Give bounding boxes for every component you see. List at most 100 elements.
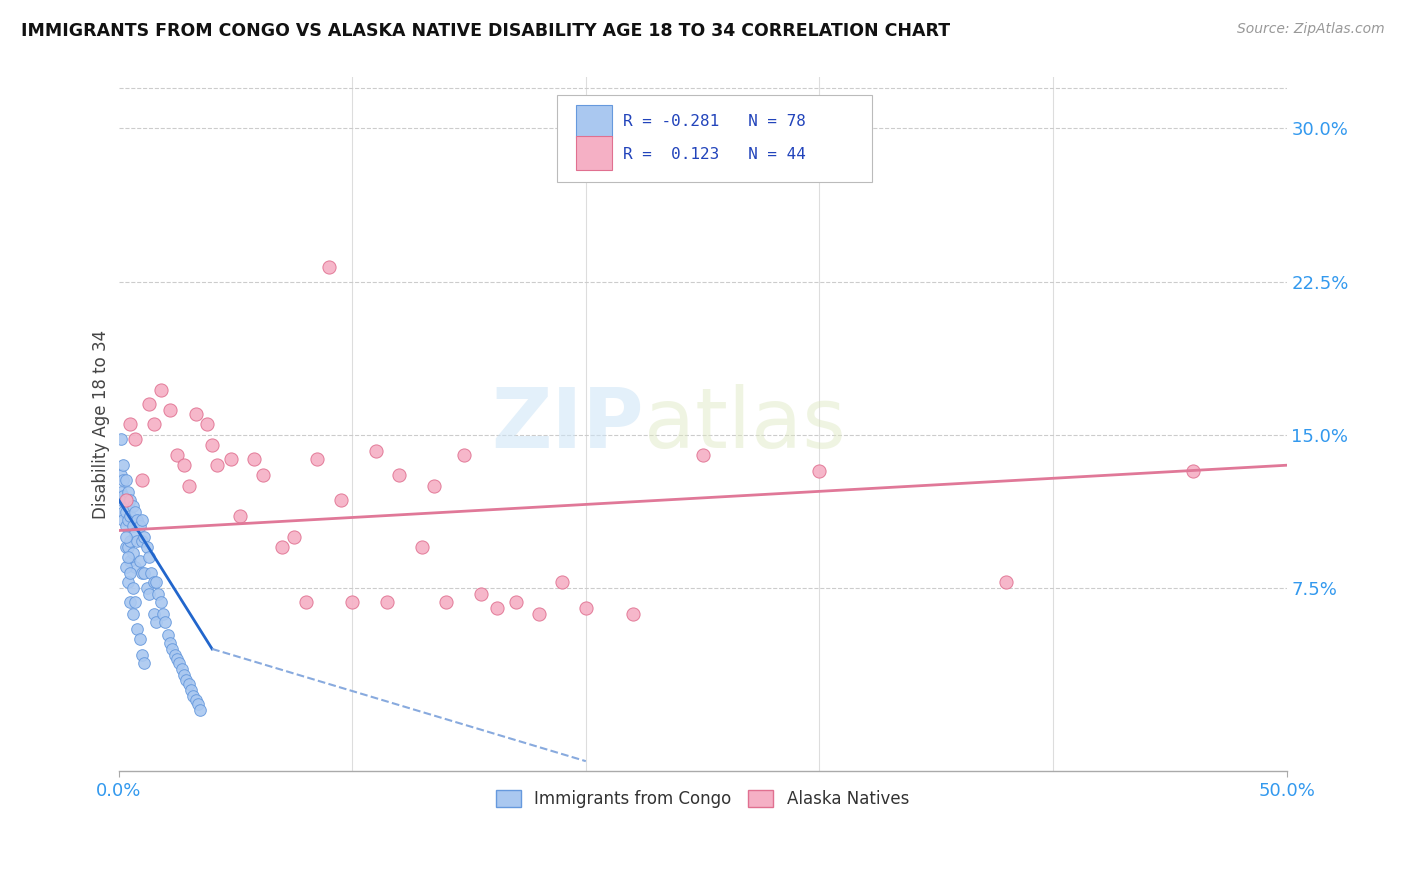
Point bbox=[219, 452, 242, 467]
Point bbox=[120, 554, 142, 568]
Y-axis label: Disability Age 18 to 34: Disability Age 18 to 34 bbox=[93, 330, 110, 519]
Point bbox=[124, 525, 146, 540]
Point bbox=[170, 662, 193, 676]
FancyBboxPatch shape bbox=[557, 95, 872, 182]
Point bbox=[155, 615, 177, 630]
Text: atlas: atlas bbox=[644, 384, 846, 465]
Text: R =  0.123   N = 44: R = 0.123 N = 44 bbox=[623, 147, 806, 162]
Point bbox=[505, 595, 527, 609]
Point bbox=[128, 632, 150, 646]
Point bbox=[162, 641, 184, 656]
Point bbox=[117, 484, 139, 499]
Point bbox=[453, 448, 475, 462]
Point bbox=[184, 693, 207, 707]
Point bbox=[145, 574, 167, 589]
Point bbox=[142, 607, 165, 622]
Point bbox=[114, 492, 136, 507]
Point bbox=[434, 595, 457, 609]
Point bbox=[486, 601, 509, 615]
Point bbox=[187, 697, 209, 711]
Point bbox=[470, 587, 492, 601]
Point bbox=[229, 509, 252, 524]
Point bbox=[110, 432, 132, 446]
Point bbox=[114, 473, 136, 487]
Point bbox=[121, 499, 143, 513]
Point bbox=[197, 417, 219, 432]
Point bbox=[329, 492, 352, 507]
Point bbox=[173, 458, 195, 473]
Point bbox=[527, 607, 550, 622]
Point bbox=[201, 438, 224, 452]
Point bbox=[127, 533, 149, 548]
Point bbox=[110, 468, 132, 483]
Point bbox=[110, 484, 132, 499]
Point bbox=[112, 489, 135, 503]
Point bbox=[135, 540, 157, 554]
Point bbox=[121, 519, 143, 533]
Point bbox=[176, 673, 198, 687]
Point bbox=[110, 492, 132, 507]
Point bbox=[131, 566, 153, 581]
Point bbox=[117, 499, 139, 513]
Point bbox=[423, 478, 446, 492]
Point bbox=[808, 464, 831, 478]
Point bbox=[307, 452, 329, 467]
Point bbox=[152, 607, 174, 622]
Point bbox=[375, 595, 398, 609]
Point bbox=[120, 533, 142, 548]
Point bbox=[134, 657, 156, 671]
Point bbox=[114, 560, 136, 574]
Legend: Immigrants from Congo, Alaska Natives: Immigrants from Congo, Alaska Natives bbox=[489, 783, 915, 815]
Point bbox=[128, 519, 150, 533]
Point bbox=[117, 550, 139, 565]
Text: IMMIGRANTS FROM CONGO VS ALASKA NATIVE DISABILITY AGE 18 TO 34 CORRELATION CHART: IMMIGRANTS FROM CONGO VS ALASKA NATIVE D… bbox=[21, 22, 950, 40]
Point bbox=[184, 407, 207, 421]
Bar bbox=[576, 104, 612, 137]
Point bbox=[145, 615, 167, 630]
Point bbox=[127, 622, 149, 636]
Point bbox=[411, 540, 433, 554]
Point bbox=[124, 560, 146, 574]
Point bbox=[995, 574, 1018, 589]
Point bbox=[121, 581, 143, 595]
Point bbox=[138, 587, 160, 601]
Point bbox=[117, 540, 139, 554]
Point bbox=[120, 566, 142, 581]
Point bbox=[190, 703, 212, 717]
Point bbox=[575, 601, 598, 615]
Point bbox=[148, 587, 170, 601]
Point bbox=[128, 554, 150, 568]
Point bbox=[166, 652, 188, 666]
Point bbox=[177, 478, 200, 492]
Point bbox=[159, 403, 181, 417]
Point bbox=[120, 509, 142, 524]
Bar bbox=[576, 136, 612, 169]
Point bbox=[621, 607, 644, 622]
Point bbox=[117, 513, 139, 527]
Point bbox=[120, 417, 142, 432]
Text: Source: ZipAtlas.com: Source: ZipAtlas.com bbox=[1237, 22, 1385, 37]
Point bbox=[131, 473, 153, 487]
Point bbox=[149, 595, 172, 609]
Point bbox=[159, 636, 181, 650]
Point bbox=[169, 657, 191, 671]
Point bbox=[294, 595, 316, 609]
Point bbox=[112, 458, 135, 473]
Point bbox=[177, 676, 200, 690]
Point bbox=[138, 397, 160, 411]
Point bbox=[142, 574, 165, 589]
Point bbox=[114, 530, 136, 544]
Point bbox=[243, 452, 266, 467]
Point bbox=[551, 574, 574, 589]
Point bbox=[142, 417, 165, 432]
Point bbox=[149, 383, 172, 397]
Point bbox=[114, 492, 136, 507]
Point bbox=[117, 574, 139, 589]
Point bbox=[124, 432, 146, 446]
Point bbox=[131, 513, 153, 527]
Point bbox=[135, 581, 157, 595]
Point bbox=[205, 458, 228, 473]
Point bbox=[114, 519, 136, 533]
Point bbox=[141, 566, 163, 581]
Point bbox=[180, 682, 202, 697]
